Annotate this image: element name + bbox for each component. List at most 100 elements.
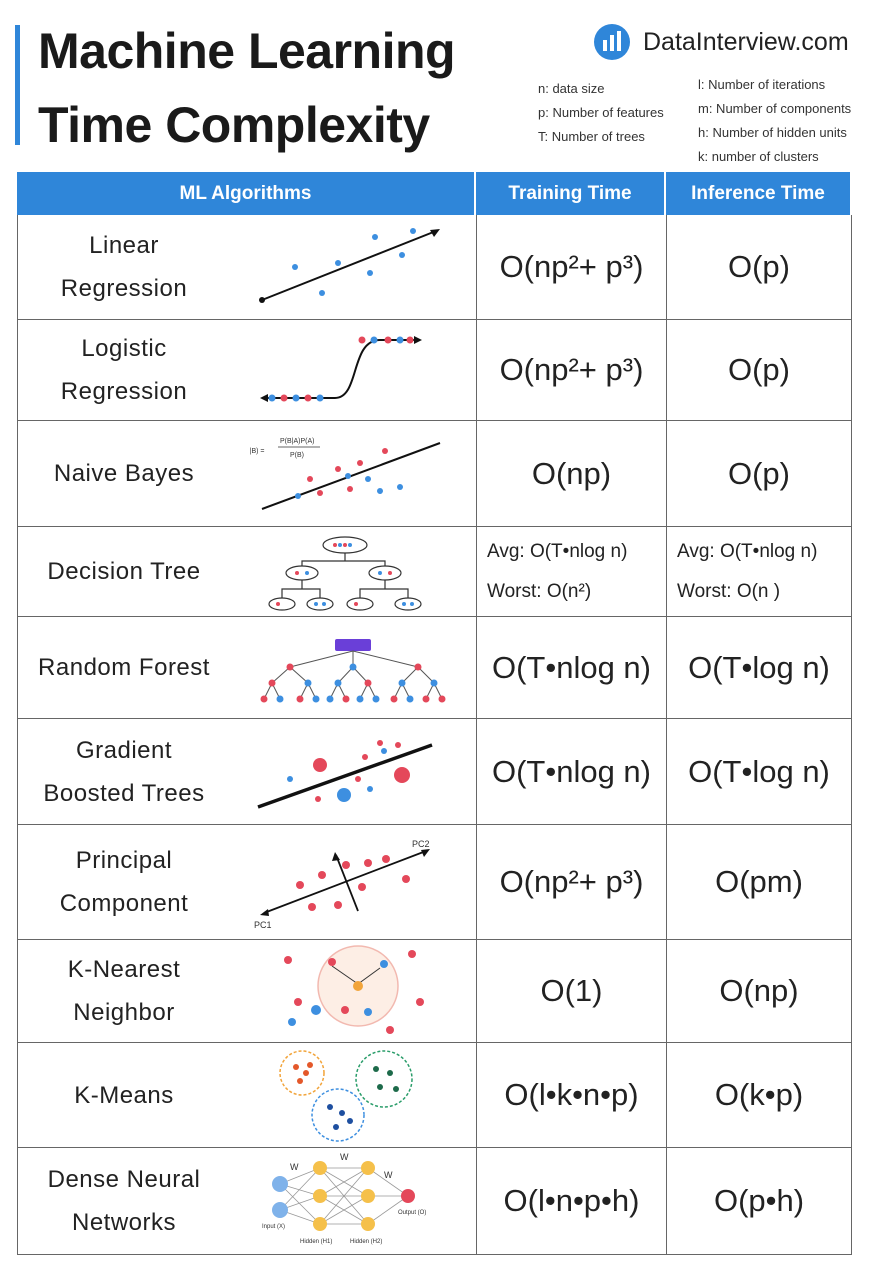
icon-shape xyxy=(276,543,392,606)
cell-line: O(l•n•p•h) xyxy=(503,1183,640,1218)
cell-line: O(pm) xyxy=(715,864,803,899)
icon-shape xyxy=(341,1006,349,1014)
cell-line: O(T•log n) xyxy=(688,649,830,685)
icon-shape xyxy=(402,875,410,883)
icon-shape xyxy=(364,1008,372,1016)
weight-text: W xyxy=(290,1162,299,1172)
icon-shape xyxy=(311,1088,365,1142)
icon-shape xyxy=(362,754,368,760)
icon-shape xyxy=(406,695,414,703)
icon-shape xyxy=(313,758,327,772)
inference-cell: O(T•log n) xyxy=(666,719,852,825)
icon-shape xyxy=(414,336,422,344)
cell-line: Decision Tree xyxy=(47,558,201,585)
cell-line: Linear xyxy=(89,232,159,259)
cell-line: Regression xyxy=(60,378,188,405)
icon-shape xyxy=(268,536,422,611)
icon-shape xyxy=(263,650,443,700)
icon-shape xyxy=(603,40,607,51)
cell-line: Worst: O(n²) xyxy=(487,580,592,602)
icon-shape xyxy=(364,679,372,687)
icon-shape xyxy=(328,958,336,966)
algorithm-cell: K-Nearest Neighbor xyxy=(17,940,476,1043)
icon-shape xyxy=(377,740,383,746)
forest-icon xyxy=(260,639,446,703)
icon-shape xyxy=(408,950,416,958)
legend-item: T: Number of trees xyxy=(538,129,645,144)
icon-shape xyxy=(268,597,296,611)
icon-shape xyxy=(334,901,342,909)
icon-shape xyxy=(335,639,371,651)
icon-shape xyxy=(610,35,614,51)
icon-shape xyxy=(430,679,438,687)
icon-shape xyxy=(438,695,446,703)
icon-shape xyxy=(268,679,276,687)
legend-item: p: Number of features xyxy=(538,105,664,120)
icon-shape xyxy=(315,796,321,802)
algorithm-cell: Gradient Boosted Trees xyxy=(17,719,476,825)
icon-shape xyxy=(295,571,299,575)
icon-shape xyxy=(398,679,406,687)
cell-line: Avg: O(T•nlog n) xyxy=(487,540,628,562)
icon-shape xyxy=(394,597,422,611)
inference-cell: O(p) xyxy=(666,421,852,527)
legend-left: n: data size p: Number of features T: Numb… xyxy=(538,77,664,149)
icon-shape xyxy=(313,1161,375,1231)
icon-shape xyxy=(372,695,380,703)
cell-line: Dense Neural xyxy=(47,1166,201,1193)
algorithm-cell: Principal Component xyxy=(17,825,476,940)
icon-shape xyxy=(260,663,446,703)
icon-shape xyxy=(287,776,293,782)
icon-shape xyxy=(296,855,410,911)
icon-shape xyxy=(396,336,404,344)
accent-bar xyxy=(15,25,20,145)
icon-shape xyxy=(390,695,398,703)
icon-shape xyxy=(335,260,341,266)
icon-shape xyxy=(333,1124,339,1130)
icon-shape xyxy=(279,1167,409,1225)
icon-shape xyxy=(357,967,381,985)
icon-shape xyxy=(394,767,410,783)
column-header: Inference Time xyxy=(666,172,852,215)
algorithm-cell: Random Forest xyxy=(17,617,476,719)
icon-shape xyxy=(349,663,357,671)
icon-shape xyxy=(367,270,373,276)
icon-shape xyxy=(307,476,313,482)
icon-shape xyxy=(361,1217,375,1231)
training-cell: O(T•nlog n) xyxy=(476,719,666,825)
icon-shape xyxy=(306,597,334,611)
inference-cell: Avg: O(T•nlog n) Worst: O(n ) xyxy=(666,527,852,617)
icon-shape xyxy=(292,394,300,402)
icon-shape xyxy=(322,602,326,606)
icon-shape xyxy=(312,695,320,703)
cell-line: O(l•k•n•p) xyxy=(504,1077,639,1112)
cell-line: O(T•nlog n) xyxy=(491,753,651,789)
icon-shape xyxy=(326,695,334,703)
cell-line: Gradient xyxy=(75,736,173,764)
cell-line: O(p) xyxy=(728,352,790,387)
axis-text: PC2 xyxy=(412,839,430,849)
icon-shape xyxy=(342,861,350,869)
cell-line: O(T•log n) xyxy=(688,753,830,789)
icon-shape xyxy=(335,466,341,472)
icon-shape xyxy=(334,679,342,687)
icon-shape xyxy=(382,448,388,454)
icon-shape xyxy=(295,473,403,499)
icon-shape xyxy=(272,1202,288,1218)
icon-shape xyxy=(279,1050,413,1142)
icon-shape xyxy=(397,484,403,490)
icon-shape xyxy=(296,695,304,703)
cell-line: Boosted Trees xyxy=(43,779,205,807)
icon-shape xyxy=(276,602,280,606)
icon-shape xyxy=(414,663,422,671)
cell-line: Neighbor xyxy=(73,999,175,1026)
icon-shape xyxy=(327,1104,333,1110)
cell-line: K-Means xyxy=(74,1081,174,1109)
icon-shape xyxy=(293,1062,313,1084)
icon-shape xyxy=(355,1050,413,1108)
icon-shape xyxy=(276,663,438,703)
icon-shape xyxy=(365,476,371,482)
icon-shape xyxy=(305,571,309,575)
weight-text: W xyxy=(340,1152,349,1162)
icon-shape xyxy=(399,252,405,258)
